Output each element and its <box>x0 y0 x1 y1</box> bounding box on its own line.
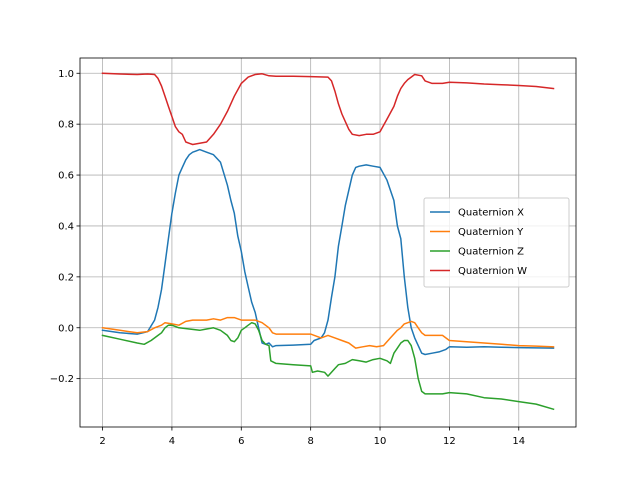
legend-entries: Quaternion X Quaternion Y Quaternion Z Quat… <box>430 208 527 277</box>
y-axis: −0.2 0.0 0.2 0.4 0.6 0.8 1.0 <box>50 69 80 385</box>
legend-label-quaternion-x: Quaternion X <box>458 208 524 219</box>
y-tick-label: 0.6 <box>58 171 74 182</box>
y-tick-label: 0.8 <box>58 120 74 131</box>
x-tick-label: 6 <box>238 436 244 447</box>
x-tick-label: 10 <box>374 436 387 447</box>
legend-frame <box>423 197 570 288</box>
x-tick-label: 4 <box>169 436 175 447</box>
x-tick-label: 12 <box>443 436 456 447</box>
y-tick-label: 0.4 <box>58 221 74 232</box>
data-lines <box>101 72 555 411</box>
series-line-quaternion-z <box>101 321 555 411</box>
x-axis: 2 4 6 8 10 12 14 <box>99 427 525 447</box>
plot-frame <box>79 57 577 428</box>
series-line-quaternion-x <box>101 148 555 356</box>
x-tick-label: 2 <box>99 436 105 447</box>
legend-label-quaternion-w: Quaternion W <box>458 266 527 277</box>
legend-label-quaternion-y: Quaternion Y <box>458 227 524 238</box>
series-line-quaternion-w <box>101 72 555 146</box>
x-tick-label: 14 <box>512 436 525 447</box>
y-tick-label: 0.0 <box>58 323 74 334</box>
legend-label-quaternion-z: Quaternion Z <box>458 247 524 258</box>
legend: Quaternion X Quaternion Y Quaternion Z Quat… <box>423 197 570 288</box>
y-tick-label: 0.2 <box>58 272 74 283</box>
series-line-quaternion-y <box>101 316 555 349</box>
x-tick-label: 8 <box>307 436 313 447</box>
y-tick-label: −0.2 <box>50 374 74 385</box>
y-tick-label: 1.0 <box>58 69 74 80</box>
